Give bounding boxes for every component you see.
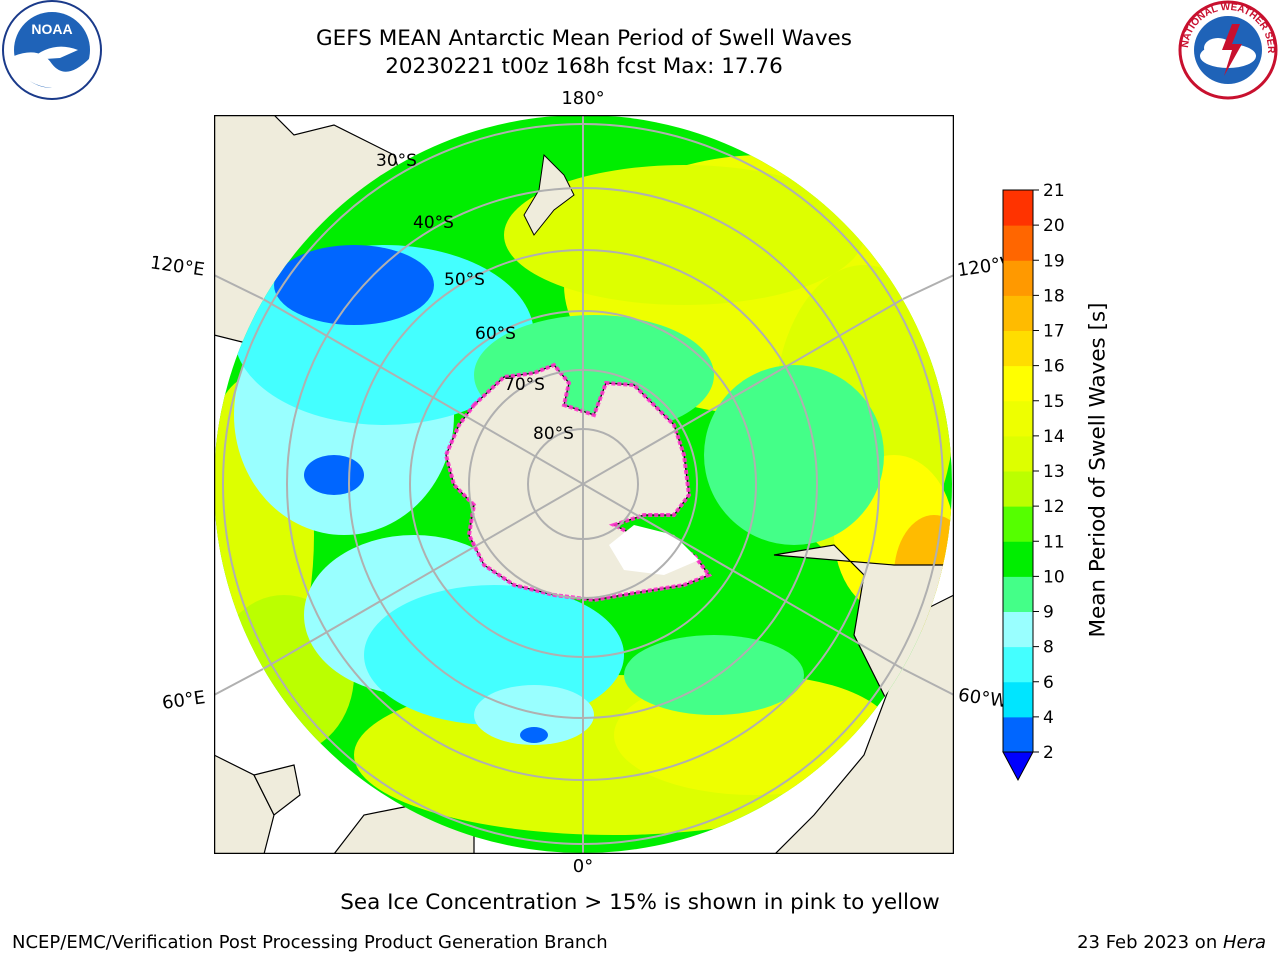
colorbar-tick-label: 21 [1043, 181, 1065, 201]
colorbar-tick-label: 8 [1043, 638, 1054, 658]
colorbar-segment [1003, 260, 1033, 296]
credit-date: 23 Feb 2023 on [1077, 932, 1223, 953]
colorbar-tick-label: 6 [1043, 673, 1054, 693]
colorbar-segment [1003, 190, 1033, 226]
colorbar-segment [1003, 295, 1033, 331]
colorbar-tick-label: 2 [1043, 743, 1054, 763]
colorbar-segment [1003, 576, 1033, 612]
lat-label-70s: 70°S [504, 375, 545, 395]
colorbar-segment [1003, 506, 1033, 542]
polar-map [214, 115, 954, 854]
chart-title: GEFS MEAN Antarctic Mean Period of Swell… [316, 26, 852, 51]
noaa-logo: NOAA [0, 0, 104, 100]
colorbar-segment [1003, 611, 1033, 648]
colorbar-tick-label: 14 [1043, 427, 1065, 447]
colorbar-segment [1003, 646, 1033, 683]
colorbar-segment [1003, 225, 1033, 261]
graticule [222, 115, 944, 853]
colorbar-segment [1003, 681, 1033, 718]
colorbar-tick-label: 19 [1043, 251, 1065, 271]
colorbar-segment [1003, 400, 1033, 437]
colorbar-tick-label: 15 [1043, 392, 1065, 412]
lat-label-50s: 50°S [444, 270, 485, 290]
lon-label-180: 180° [561, 88, 605, 109]
colorbar-tick-label: 11 [1043, 532, 1065, 552]
colorbar-segment [1003, 365, 1033, 402]
credit-right: 23 Feb 2023 on Hera [1077, 932, 1266, 953]
colorbar-tick-label: 9 [1043, 603, 1054, 623]
colorbar-tick-label: 16 [1043, 357, 1065, 377]
lat-label-60s: 60°S [475, 324, 516, 344]
colorbar-tick-label: 20 [1043, 216, 1065, 236]
chart-subtitle: 20230221 t00z 168h fcst Max: 17.76 [385, 54, 783, 79]
colorbar-extend-arrow [1002, 751, 1034, 782]
lat-label-80s: 80°S [533, 424, 574, 444]
noaa-logo-text: NOAA [31, 21, 72, 37]
colorbar-tick-label: 13 [1043, 462, 1065, 482]
colorbar-tick-label: 12 [1043, 497, 1065, 517]
lon-label-120e: 120°E [148, 252, 206, 281]
colorbar-tick-label: 18 [1043, 286, 1065, 306]
colorbar-segment [1003, 716, 1033, 753]
colorbar-segment [1003, 471, 1033, 507]
lat-label-30s: 30°S [376, 151, 417, 171]
lon-label-0: 0° [572, 856, 594, 877]
sea-ice-edge [443, 362, 713, 603]
colorbar-segment [1003, 541, 1033, 577]
nws-logo: NATIONAL WEATHER SERVICE [1172, 0, 1280, 100]
colorbar-segment [1003, 330, 1033, 367]
colorbar-tick-label: 17 [1043, 322, 1065, 342]
colorbar-tick-label: 10 [1043, 567, 1065, 587]
lat-label-40s: 40°S [413, 213, 454, 233]
sea-ice-note: Sea Ice Concentration > 15% is shown in … [340, 890, 940, 915]
colorbar-label: Mean Period of Swell Waves [s] [1085, 302, 1111, 638]
credit-left: NCEP/EMC/Verification Post Processing Pr… [12, 932, 608, 953]
lon-label-60e: 60°E [160, 687, 207, 714]
colorbar-segment [1003, 435, 1033, 472]
credit-host: Hera [1222, 932, 1266, 953]
colorbar: 2 4 6 8 9 10 11 12 13 14 15 16 17 18 19 20 21 [995, 180, 1115, 790]
colorbar-tick-label: 4 [1043, 708, 1054, 728]
